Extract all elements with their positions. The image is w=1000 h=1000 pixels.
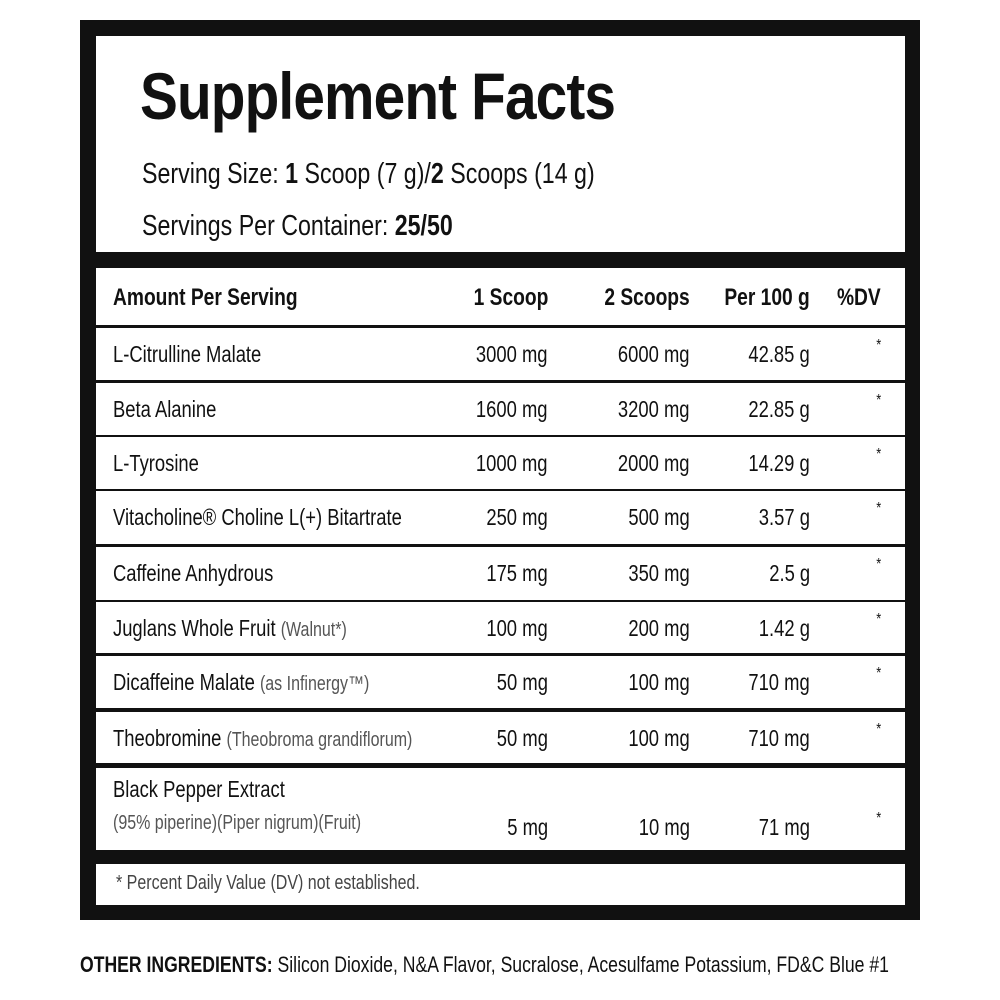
header-amount: Amount Per Serving xyxy=(113,284,298,311)
header-dv: %DV xyxy=(837,284,881,311)
daily-value: * xyxy=(876,665,881,682)
facts-header: Supplement Facts Serving Size: 1 Scoop (… xyxy=(96,36,905,252)
amount-per-100g: 71 mg xyxy=(758,814,810,840)
table-row: Vitacholine® Choline L(+) Bitartrate 250 … xyxy=(96,491,905,544)
amount-1-scoop: 50 mg xyxy=(496,725,548,751)
daily-value: * xyxy=(876,337,881,354)
other-ingredients: OTHER INGREDIENTS: Silicon Dioxide, N&A … xyxy=(80,952,889,978)
ingredient-label: Caffeine Anhydrous xyxy=(113,560,274,586)
daily-value: * xyxy=(876,392,881,409)
serving-one-text: Scoop (7 g)/ xyxy=(304,158,431,190)
ingredient-detail: (Theobroma grandiflorum) xyxy=(226,729,413,751)
serving-two: 2 xyxy=(430,158,444,190)
table-row: Black Pepper Extract (95% piperine)(Piper… xyxy=(96,768,905,850)
header-2-scoops: 2 Scoops xyxy=(604,284,690,311)
servings-value: 25/50 xyxy=(394,210,453,242)
serving-two-text: Scoops (14 g) xyxy=(450,158,595,190)
table-row: Theobromine (Theobroma grandiflorum) 50 m… xyxy=(96,712,905,763)
amount-1-scoop: 5 mg xyxy=(507,814,548,840)
ingredient-name: Beta Alanine xyxy=(113,396,216,423)
daily-value: * xyxy=(876,556,881,573)
amount-per-100g: 14.29 g xyxy=(748,450,810,476)
servings-label: Servings Per Container: xyxy=(142,210,389,242)
amount-per-100g: 710 mg xyxy=(748,725,810,751)
table-row: Caffeine Anhydrous 175 mg 350 mg 2.5 g * xyxy=(96,547,905,600)
ingredient-name: Black Pepper Extract xyxy=(113,776,285,803)
ingredient-label: Theobromine xyxy=(113,725,222,751)
ingredient-label: L-Citrulline Malate xyxy=(113,341,262,367)
amount-2-scoops: 100 mg xyxy=(628,725,690,751)
amount-1-scoop: 50 mg xyxy=(496,669,548,695)
daily-value: * xyxy=(876,810,881,827)
amount-per-100g: 42.85 g xyxy=(748,341,810,367)
serving-one: 1 xyxy=(285,158,299,190)
amount-1-scoop: 250 mg xyxy=(486,504,548,530)
ingredient-detail: (as Infinergy™) xyxy=(259,673,370,695)
panel-title: Supplement Facts xyxy=(140,59,616,133)
ingredient-name: Juglans Whole Fruit (Walnut*) xyxy=(113,615,347,642)
amount-1-scoop: 3000 mg xyxy=(476,341,548,367)
serving-size: Serving Size: 1 Scoop (7 g)/2 Scoops (14… xyxy=(142,158,595,191)
other-ingredients-value: Silicon Dioxide, N&A Flavor, Sucralose, … xyxy=(277,952,889,977)
ingredient-name: Caffeine Anhydrous xyxy=(113,560,273,587)
ingredient-label: Beta Alanine xyxy=(113,396,217,422)
amount-1-scoop: 1600 mg xyxy=(476,396,548,422)
daily-value: * xyxy=(876,611,881,628)
table-row: Juglans Whole Fruit (Walnut*) 100 mg 200 m… xyxy=(96,602,905,653)
ingredient-label: Vitacholine® Choline L(+) Bitartrate xyxy=(113,504,402,530)
ingredient-detail: (Walnut*) xyxy=(280,619,347,641)
table-row: Dicaffeine Malate (as Infinergy™) 50 mg 10… xyxy=(96,656,905,708)
ingredient-label: Dicaffeine Malate xyxy=(113,669,255,695)
table-row: L-Tyrosine 1000 mg 2000 mg 14.29 g * xyxy=(96,437,905,489)
amount-2-scoops: 10 mg xyxy=(638,814,690,840)
amount-1-scoop: 100 mg xyxy=(486,615,548,641)
amount-2-scoops: 2000 mg xyxy=(618,450,690,476)
ingredient-label: Black Pepper Extract xyxy=(113,776,285,802)
ingredient-name: Theobromine (Theobroma grandiflorum) xyxy=(113,725,412,752)
serving-size-label: Serving Size: xyxy=(142,158,279,190)
daily-value: * xyxy=(876,446,881,463)
table-row: L-Citrulline Malate 3000 mg 6000 mg 42.85 g… xyxy=(96,328,905,380)
header-1-scoop: 1 Scoop xyxy=(473,284,548,311)
table-row: Beta Alanine 1600 mg 3200 mg 22.85 g * xyxy=(96,383,905,435)
amount-2-scoops: 200 mg xyxy=(628,615,690,641)
amount-1-scoop: 1000 mg xyxy=(476,450,548,476)
amount-2-scoops: 6000 mg xyxy=(618,341,690,367)
amount-per-100g: 22.85 g xyxy=(748,396,810,422)
ingredient-name: L-Tyrosine xyxy=(113,450,199,477)
amount-per-100g: 710 mg xyxy=(748,669,810,695)
servings-per-container: Servings Per Container: 25/50 xyxy=(142,210,453,243)
ingredient-label: L-Tyrosine xyxy=(113,450,199,476)
amount-1-scoop: 175 mg xyxy=(486,560,548,586)
header-per-100g: Per 100 g xyxy=(724,284,810,311)
ingredient-label: Juglans Whole Fruit xyxy=(113,615,276,641)
amount-per-100g: 2.5 g xyxy=(769,560,810,586)
supplement-facts-panel: Supplement Facts Serving Size: 1 Scoop (… xyxy=(80,20,920,920)
table-header-row: Amount Per Serving 1 Scoop 2 Scoops Per … xyxy=(96,268,905,325)
ingredient-name: L-Citrulline Malate xyxy=(113,341,261,368)
amount-2-scoops: 350 mg xyxy=(628,560,690,586)
amount-per-100g: 1.42 g xyxy=(758,615,810,641)
footnote: * Percent Daily Value (DV) not establish… xyxy=(116,872,420,894)
ingredient-name: Vitacholine® Choline L(+) Bitartrate xyxy=(113,504,402,531)
amount-2-scoops: 500 mg xyxy=(628,504,690,530)
amount-2-scoops: 3200 mg xyxy=(618,396,690,422)
footnote-box: * Percent Daily Value (DV) not establish… xyxy=(96,864,905,905)
ingredient-detail: (95% piperine)(Piper nigrum)(Fruit) xyxy=(113,812,362,834)
amount-per-100g: 3.57 g xyxy=(758,504,810,530)
ingredient-name: Dicaffeine Malate (as Infinergy™) xyxy=(113,669,369,696)
amount-2-scoops: 100 mg xyxy=(628,669,690,695)
other-ingredients-label: OTHER INGREDIENTS: xyxy=(80,952,273,977)
facts-table: Amount Per Serving 1 Scoop 2 Scoops Per … xyxy=(96,268,905,852)
daily-value: * xyxy=(876,721,881,738)
daily-value: * xyxy=(876,500,881,517)
